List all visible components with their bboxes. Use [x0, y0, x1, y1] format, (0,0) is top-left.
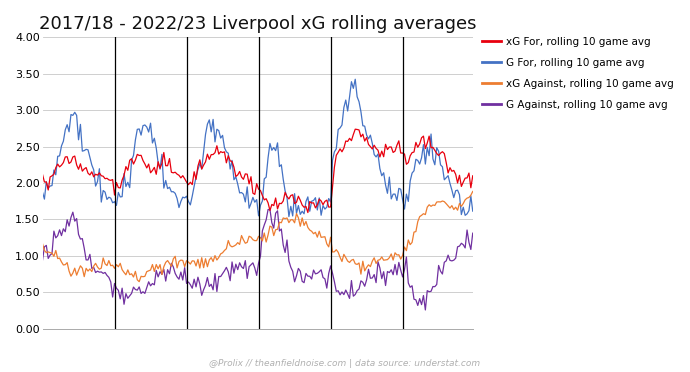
Legend: xG For, rolling 10 game avg, G For, rolling 10 game avg, xG Against, rolling 10 : xG For, rolling 10 game avg, G For, roll… [482, 37, 674, 109]
Title: 2017/18 - 2022/23 Liverpool xG rolling averages: 2017/18 - 2022/23 Liverpool xG rolling a… [39, 15, 476, 33]
Text: @Prolix // theanfieldnoise.com | data source: understat.com: @Prolix // theanfieldnoise.com | data so… [210, 359, 480, 368]
